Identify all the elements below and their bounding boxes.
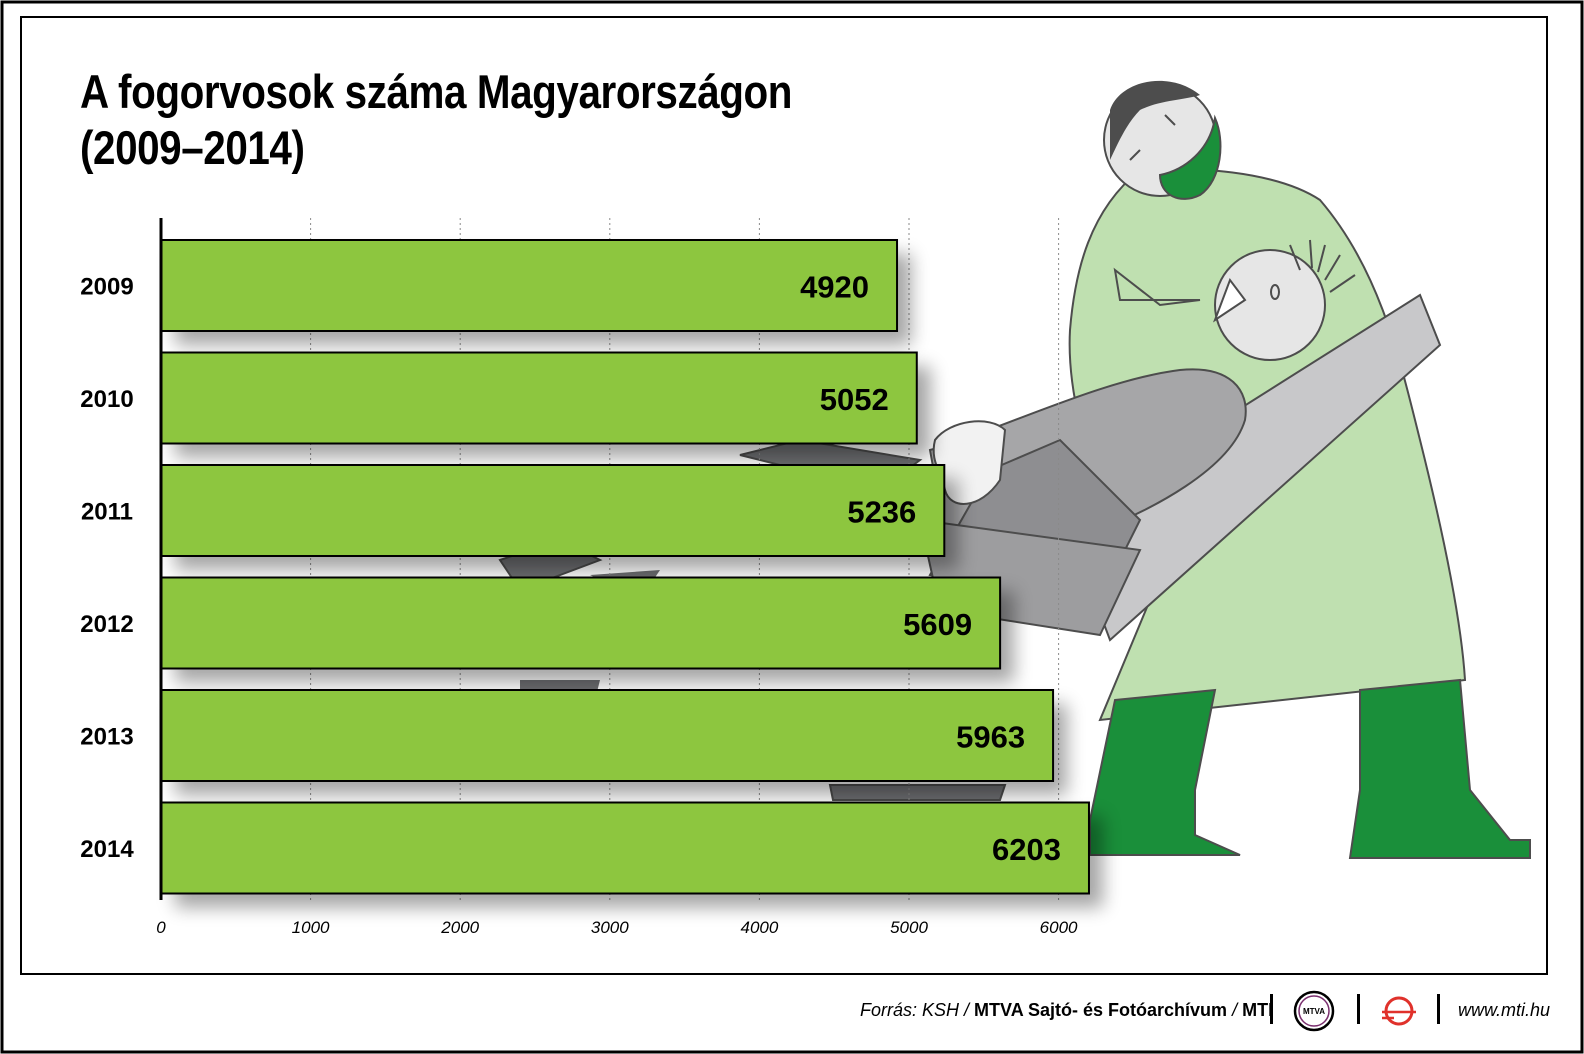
bar-value-label: 5052 [820, 382, 889, 417]
x-tick-label: 4000 [740, 918, 778, 937]
title-line-2: (2009–2014) [80, 121, 305, 174]
x-tick-label: 5000 [890, 918, 928, 937]
mtva-logo-icon: MTVA [1293, 990, 1335, 1032]
source-prefix: Forrás: KSH / [860, 1000, 975, 1020]
title-line-1: A fogorvosok száma Magyarországon [80, 65, 793, 118]
footer-divider [1437, 994, 1440, 1024]
category-label: 2011 [81, 499, 133, 526]
footer-divider [1357, 994, 1360, 1024]
footer-divider [1270, 994, 1273, 1024]
source-text: Forrás: KSH / MTVA Sajtó- és Fotóarchívu… [860, 1000, 1273, 1021]
mtva-logo-text: MTVA [1303, 1007, 1325, 1016]
x-tick-label: 3000 [591, 918, 629, 937]
bar [160, 801, 1090, 895]
category-label: 2013 [80, 724, 133, 751]
x-tick-label: 1000 [292, 918, 330, 937]
bar [160, 689, 1055, 782]
x-tick-label: 2000 [440, 918, 479, 937]
mti-logo-icon [1382, 996, 1416, 1026]
bar [160, 576, 1002, 670]
source-archive: MTVA Sajtó- és Fotóarchívum [974, 1000, 1228, 1020]
bar [160, 351, 918, 445]
bar [160, 464, 946, 557]
bar-value-label: 5236 [847, 495, 916, 530]
category-label: 2012 [80, 611, 133, 638]
bar-value-label: 5609 [903, 607, 972, 642]
x-tick-label: 6000 [1040, 918, 1078, 937]
source-mti: MTI [1242, 1000, 1274, 1020]
bar-value-label: 5963 [956, 720, 1025, 755]
category-label: 2009 [80, 274, 133, 301]
bar-value-label: 6203 [992, 832, 1061, 867]
chart-title: A fogorvosok száma Magyarországon (2009–… [80, 64, 792, 176]
footer: Forrás: KSH / MTVA Sajtó- és Fotóarchívu… [0, 990, 1584, 1032]
category-label: 2010 [80, 386, 133, 413]
bar-value-label: 4920 [800, 270, 869, 305]
website-text: www.mti.hu [1458, 1000, 1551, 1020]
source-separator: / [1227, 1000, 1243, 1020]
bar [160, 239, 899, 332]
x-tick-label: 0 [156, 918, 166, 937]
category-label: 2014 [80, 836, 134, 863]
bar-chart: 4920 2009 5052 2010 5236 2011 5609 2012 5963 2013… [80, 218, 1103, 937]
